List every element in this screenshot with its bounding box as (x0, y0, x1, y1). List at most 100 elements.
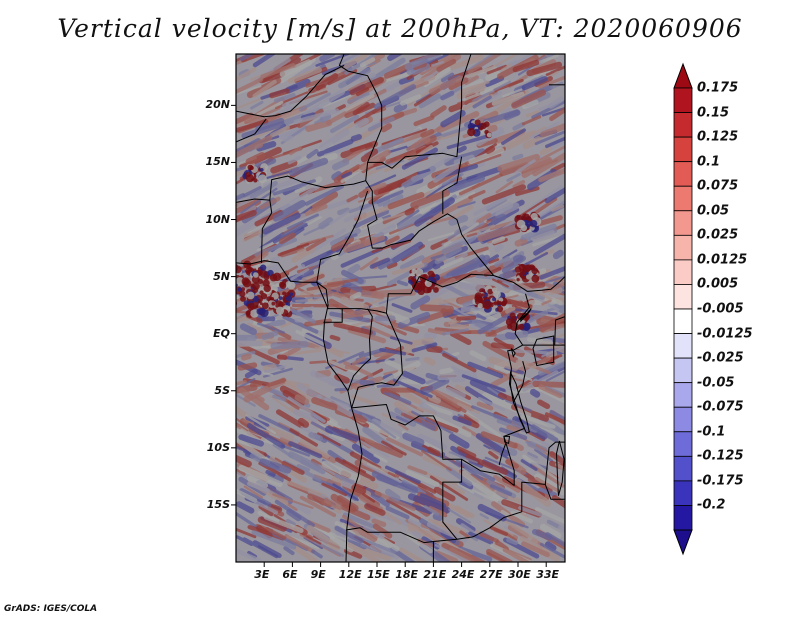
colorbar-swatch (673, 382, 693, 408)
colorbar-label: 0.15 (697, 105, 730, 121)
border-line (236, 260, 363, 562)
colorbar-label: 0.005 (697, 276, 739, 292)
convective-cell (227, 282, 230, 285)
axis-ticks (231, 104, 547, 567)
colorbar-swatch (673, 112, 693, 138)
border-line (442, 156, 463, 192)
border-line (260, 200, 273, 263)
lon-label: 3E (254, 568, 270, 581)
lon-label: 15E (367, 568, 390, 581)
lat-label: 5N (213, 269, 230, 283)
colorbar-label: -0.1 (697, 424, 726, 440)
border-line (367, 54, 472, 169)
border-line (456, 511, 522, 540)
border-line (338, 54, 565, 292)
chart-title: Vertical velocity [m/s] at 200hPa, VT: 2… (57, 14, 743, 43)
velocity-field (219, 54, 565, 562)
colorbar-swatch (673, 357, 693, 384)
lon-label: 27E (479, 568, 503, 581)
colorbar-swatch (673, 308, 693, 334)
colorbar-swatch (673, 480, 693, 506)
colorbar-label: -0.025 (697, 350, 744, 366)
lake-outline (510, 348, 516, 358)
lake-outline (555, 440, 565, 496)
convective-cell (231, 289, 234, 292)
colorbar-top-arrow (673, 62, 693, 89)
border-line (512, 360, 526, 403)
colorbar-swatch (673, 284, 693, 310)
colorbar-label: 0.05 (697, 203, 730, 219)
lake-outline (508, 370, 530, 434)
lat-label: 20N (205, 98, 230, 112)
colorbar-swatch (673, 210, 693, 236)
colorbar-swatch (673, 406, 693, 433)
lon-label: 18E (395, 568, 419, 581)
lon-label: 24E (451, 568, 475, 581)
convective-cell (231, 271, 234, 274)
border-line (461, 293, 530, 486)
colorbar-label: -0.075 (697, 399, 744, 415)
convective-cell (230, 266, 236, 272)
border-line (544, 484, 565, 500)
lon-label: 30E (508, 568, 531, 581)
border-line (347, 308, 373, 391)
border-line (554, 316, 565, 346)
lon-label: 21E (423, 568, 447, 581)
colorbar-label: -0.2 (697, 497, 726, 513)
lat-label: 15S (206, 497, 230, 511)
lon-label: 33E (536, 568, 560, 581)
lat-label: 15N (205, 155, 230, 169)
lat-label: EQ (213, 326, 230, 340)
border-line (351, 312, 403, 409)
colorbar-label: -0.125 (697, 448, 744, 464)
colorbar-label: -0.175 (697, 473, 744, 489)
border-line (236, 118, 267, 143)
colorbar-label: 0.075 (697, 178, 739, 194)
colorbar-swatch (673, 185, 693, 212)
map-frame (235, 53, 566, 563)
country-borders (236, 54, 565, 562)
colorbar-label: 0.0125 (697, 252, 748, 268)
lon-label: 9E (310, 568, 326, 581)
convective-cell (229, 288, 235, 294)
lat-label: 10N (205, 212, 230, 226)
border-line (345, 527, 425, 544)
colorbar-label: 0.1 (697, 154, 721, 170)
convective-cell (226, 293, 232, 299)
lake-outline (520, 308, 532, 323)
credit-text: GrADS: IGES/COLA (4, 604, 98, 614)
convective-cell (219, 297, 226, 304)
colorbar-swatch (673, 259, 693, 285)
colorbar-label: 0.125 (697, 129, 739, 145)
colorbar (673, 62, 693, 556)
border-line (236, 175, 366, 203)
colorbar-swatch (673, 87, 693, 113)
colorbar-label: -0.0125 (697, 326, 753, 342)
border-line (236, 64, 345, 118)
convective-cell (221, 292, 229, 300)
colorbar-label: -0.05 (697, 375, 735, 391)
colorbar-swatch (673, 455, 693, 482)
lon-label: 12E (338, 568, 362, 581)
colorbar-label: 0.025 (697, 227, 739, 243)
border-line (351, 404, 463, 544)
border-line (323, 308, 343, 323)
colorbar-swatch (673, 161, 693, 187)
colorbar-swatch (673, 431, 693, 457)
border-line (498, 443, 507, 466)
colorbar-swatch (673, 333, 693, 359)
convective-cell (226, 290, 232, 296)
border-line (316, 190, 369, 283)
colorbar-label: -0.005 (697, 301, 744, 317)
lon-label: 6E (282, 568, 298, 581)
lat-label: 5S (214, 383, 230, 397)
lake-outline (503, 435, 511, 444)
lat-label: 10S (206, 440, 230, 454)
colorbar-bottom-arrow (673, 529, 693, 556)
colorbar-swatch (673, 505, 693, 531)
colorbar-swatch (673, 136, 693, 163)
colorbar-swatch (673, 234, 693, 261)
colorbar-label: 0.175 (697, 80, 739, 96)
